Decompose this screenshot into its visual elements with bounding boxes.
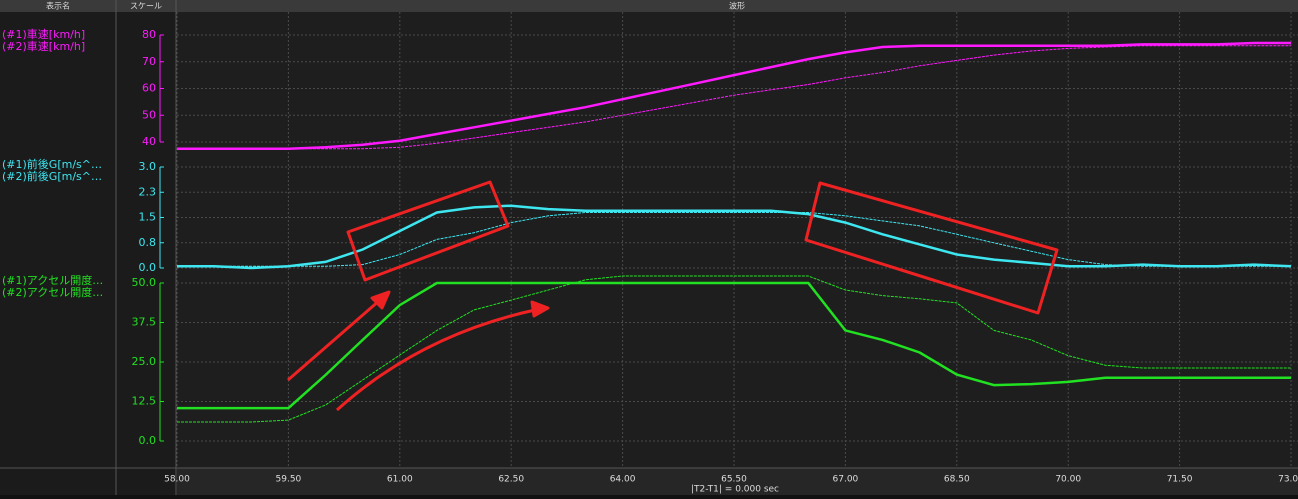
y-tick-label: 50	[142, 108, 156, 121]
cursor-delta: |T2-T1| = 0.000 sec	[691, 485, 779, 495]
x-tick-label: 58.00	[164, 475, 190, 485]
x-tick-label: 70.00	[1055, 475, 1081, 485]
series-line	[177, 41, 1291, 150]
x-tick-label: 73.00	[1278, 475, 1298, 485]
x-tick-label: 62.50	[498, 475, 524, 485]
series-line	[177, 212, 1291, 267]
y-tick-label: 40	[142, 135, 156, 148]
x-tick-label: 64.00	[610, 475, 636, 485]
x-axis-strip	[177, 468, 1298, 495]
legend-entry: (#2)アクセル開度…	[2, 285, 103, 299]
arrow-head	[370, 290, 391, 310]
x-tick-label: 61.00	[387, 475, 413, 485]
legend-entry: (#1)アクセル開度…	[2, 273, 103, 287]
y-tick-label: 0.0	[139, 261, 157, 274]
plot-area	[177, 12, 1298, 468]
y-tick-label: 70	[142, 55, 156, 68]
highlight-box	[804, 181, 1059, 315]
legend-entry: (#2)車速[km/h]	[2, 39, 85, 53]
header-label: スケール	[130, 2, 162, 11]
y-tick-label: 3.0	[139, 160, 157, 173]
y-tick-label: 2.3	[139, 185, 157, 198]
chart-layers: 40 50 60 70 80 (#1)車速[km/h](#2)車速[km/h] 0.0 0.8…	[2, 12, 1298, 485]
legend-entry: (#1)前後G[m/s^…	[2, 157, 102, 171]
x-tick-label: 59.50	[276, 475, 302, 485]
y-tick-label: 25.0	[132, 355, 157, 368]
highlight-box	[346, 180, 510, 282]
x-tick-label: 65.50	[721, 475, 747, 485]
y-tick-label: 60	[142, 82, 156, 95]
arrow	[335, 308, 536, 412]
series-line	[177, 45, 1291, 150]
arrow	[287, 298, 381, 382]
annotations	[287, 180, 1059, 412]
y-tick-label: 0.0	[139, 434, 157, 447]
legend-entry: (#2)前後G[m/s^…	[2, 169, 102, 183]
x-tick-label: 68.50	[944, 475, 970, 485]
series-line	[177, 275, 1291, 423]
y-tick-label: 12.5	[132, 395, 157, 408]
y-tick-label: 1.5	[139, 211, 157, 224]
header-label: 波形	[729, 1, 745, 11]
y-tick-label: 0.8	[139, 236, 157, 249]
series-line	[177, 281, 1291, 410]
y-tick-label: 37.5	[132, 316, 157, 329]
y-tick-label: 80	[142, 28, 156, 41]
header-bar	[0, 0, 1298, 12]
header-label: 表示名	[46, 1, 70, 11]
legend-entry: (#1)車速[km/h]	[2, 27, 85, 41]
series-line	[177, 204, 1292, 270]
x-tick-label: 71.50	[1167, 475, 1193, 485]
y-tick-label: 50.0	[132, 276, 157, 289]
x-tick-label: 67.00	[833, 475, 859, 485]
arrow-head	[530, 300, 550, 318]
